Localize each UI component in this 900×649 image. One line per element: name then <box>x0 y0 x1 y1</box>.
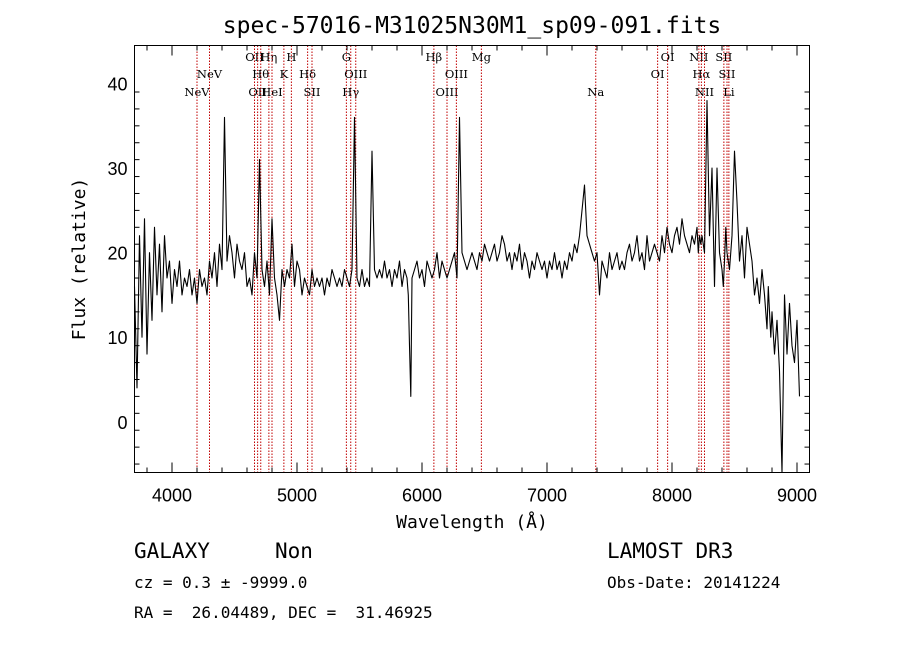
line-label-4: Hθ <box>252 67 269 81</box>
y-tick-label: 0 <box>117 413 127 433</box>
line-label-12: Hγ <box>342 85 359 99</box>
line-label-6: HeI <box>261 85 282 99</box>
object-subclass: Non <box>275 539 313 563</box>
line-label-9: Hδ <box>299 67 316 81</box>
line-label-8: H <box>286 50 296 64</box>
object-class: GALAXY <box>134 539 210 563</box>
line-label-3: OII <box>248 85 267 99</box>
line-label-22: Hα <box>692 67 710 81</box>
line-label-24: SII <box>715 50 732 64</box>
survey-name: LAMOST DR3 <box>607 539 734 563</box>
line-label-15: OIII <box>435 85 458 99</box>
y-axis-label: Flux (relative) <box>69 178 90 341</box>
line-label-20: OI <box>661 50 675 64</box>
y-tick-label: 30 <box>107 159 127 179</box>
line-label-19: OI <box>651 67 665 81</box>
x-axis-ticks: 4000 5000 6000 7000 8000 9000 <box>146 45 817 506</box>
line-label-13: OIII <box>344 67 367 81</box>
spectrum-series <box>133 99 801 474</box>
line-label-7: K <box>280 67 289 81</box>
line-label-26: Li <box>723 85 735 99</box>
line-label-14: Hβ <box>426 50 443 64</box>
line-label-23: NII <box>695 85 714 99</box>
chart-title: spec-57016-M31025N30M1_sp09-091.fits <box>223 13 722 39</box>
line-label-21: NII <box>689 50 708 64</box>
coordinates-line: RA = 26.04489, DEC = 31.46925 <box>134 603 433 622</box>
redshift-line: cz = 0.3 ± -9999.0 <box>134 573 308 592</box>
y-axis-ticks: 0 10 20 30 40 <box>107 75 810 465</box>
line-label-18: Na <box>587 85 604 99</box>
x-tick-label: 9000 <box>777 486 817 506</box>
line-label-2: OII <box>245 50 264 64</box>
line-label-1: NeV <box>197 67 223 81</box>
y-tick-label: 20 <box>107 244 127 264</box>
x-axis-label: Wavelength (Å) <box>396 511 548 533</box>
line-label-25: SII <box>719 67 736 81</box>
line-label-10: SII <box>304 85 321 99</box>
y-tick-label: 10 <box>107 328 127 348</box>
line-label-16: OIII <box>445 67 468 81</box>
x-tick-label: 8000 <box>652 486 692 506</box>
observation-date: Obs-Date: 20141224 <box>607 573 781 592</box>
line-label-17: Mg <box>472 50 492 64</box>
y-tick-label: 40 <box>107 75 127 95</box>
line-label-11: G <box>342 50 351 64</box>
line-label-5: Hη <box>260 50 277 64</box>
spectrum-line <box>133 99 801 474</box>
line-label-0: NeV <box>184 85 210 99</box>
x-tick-label: 5000 <box>277 486 317 506</box>
emission-line-markers: NeVNeVOIIOIIHθHηHeIKHHδSIIGHγOIIIHβOIIIO… <box>184 45 736 473</box>
x-tick-label: 4000 <box>152 486 192 506</box>
x-tick-label: 6000 <box>402 486 442 506</box>
x-tick-label: 7000 <box>527 486 567 506</box>
